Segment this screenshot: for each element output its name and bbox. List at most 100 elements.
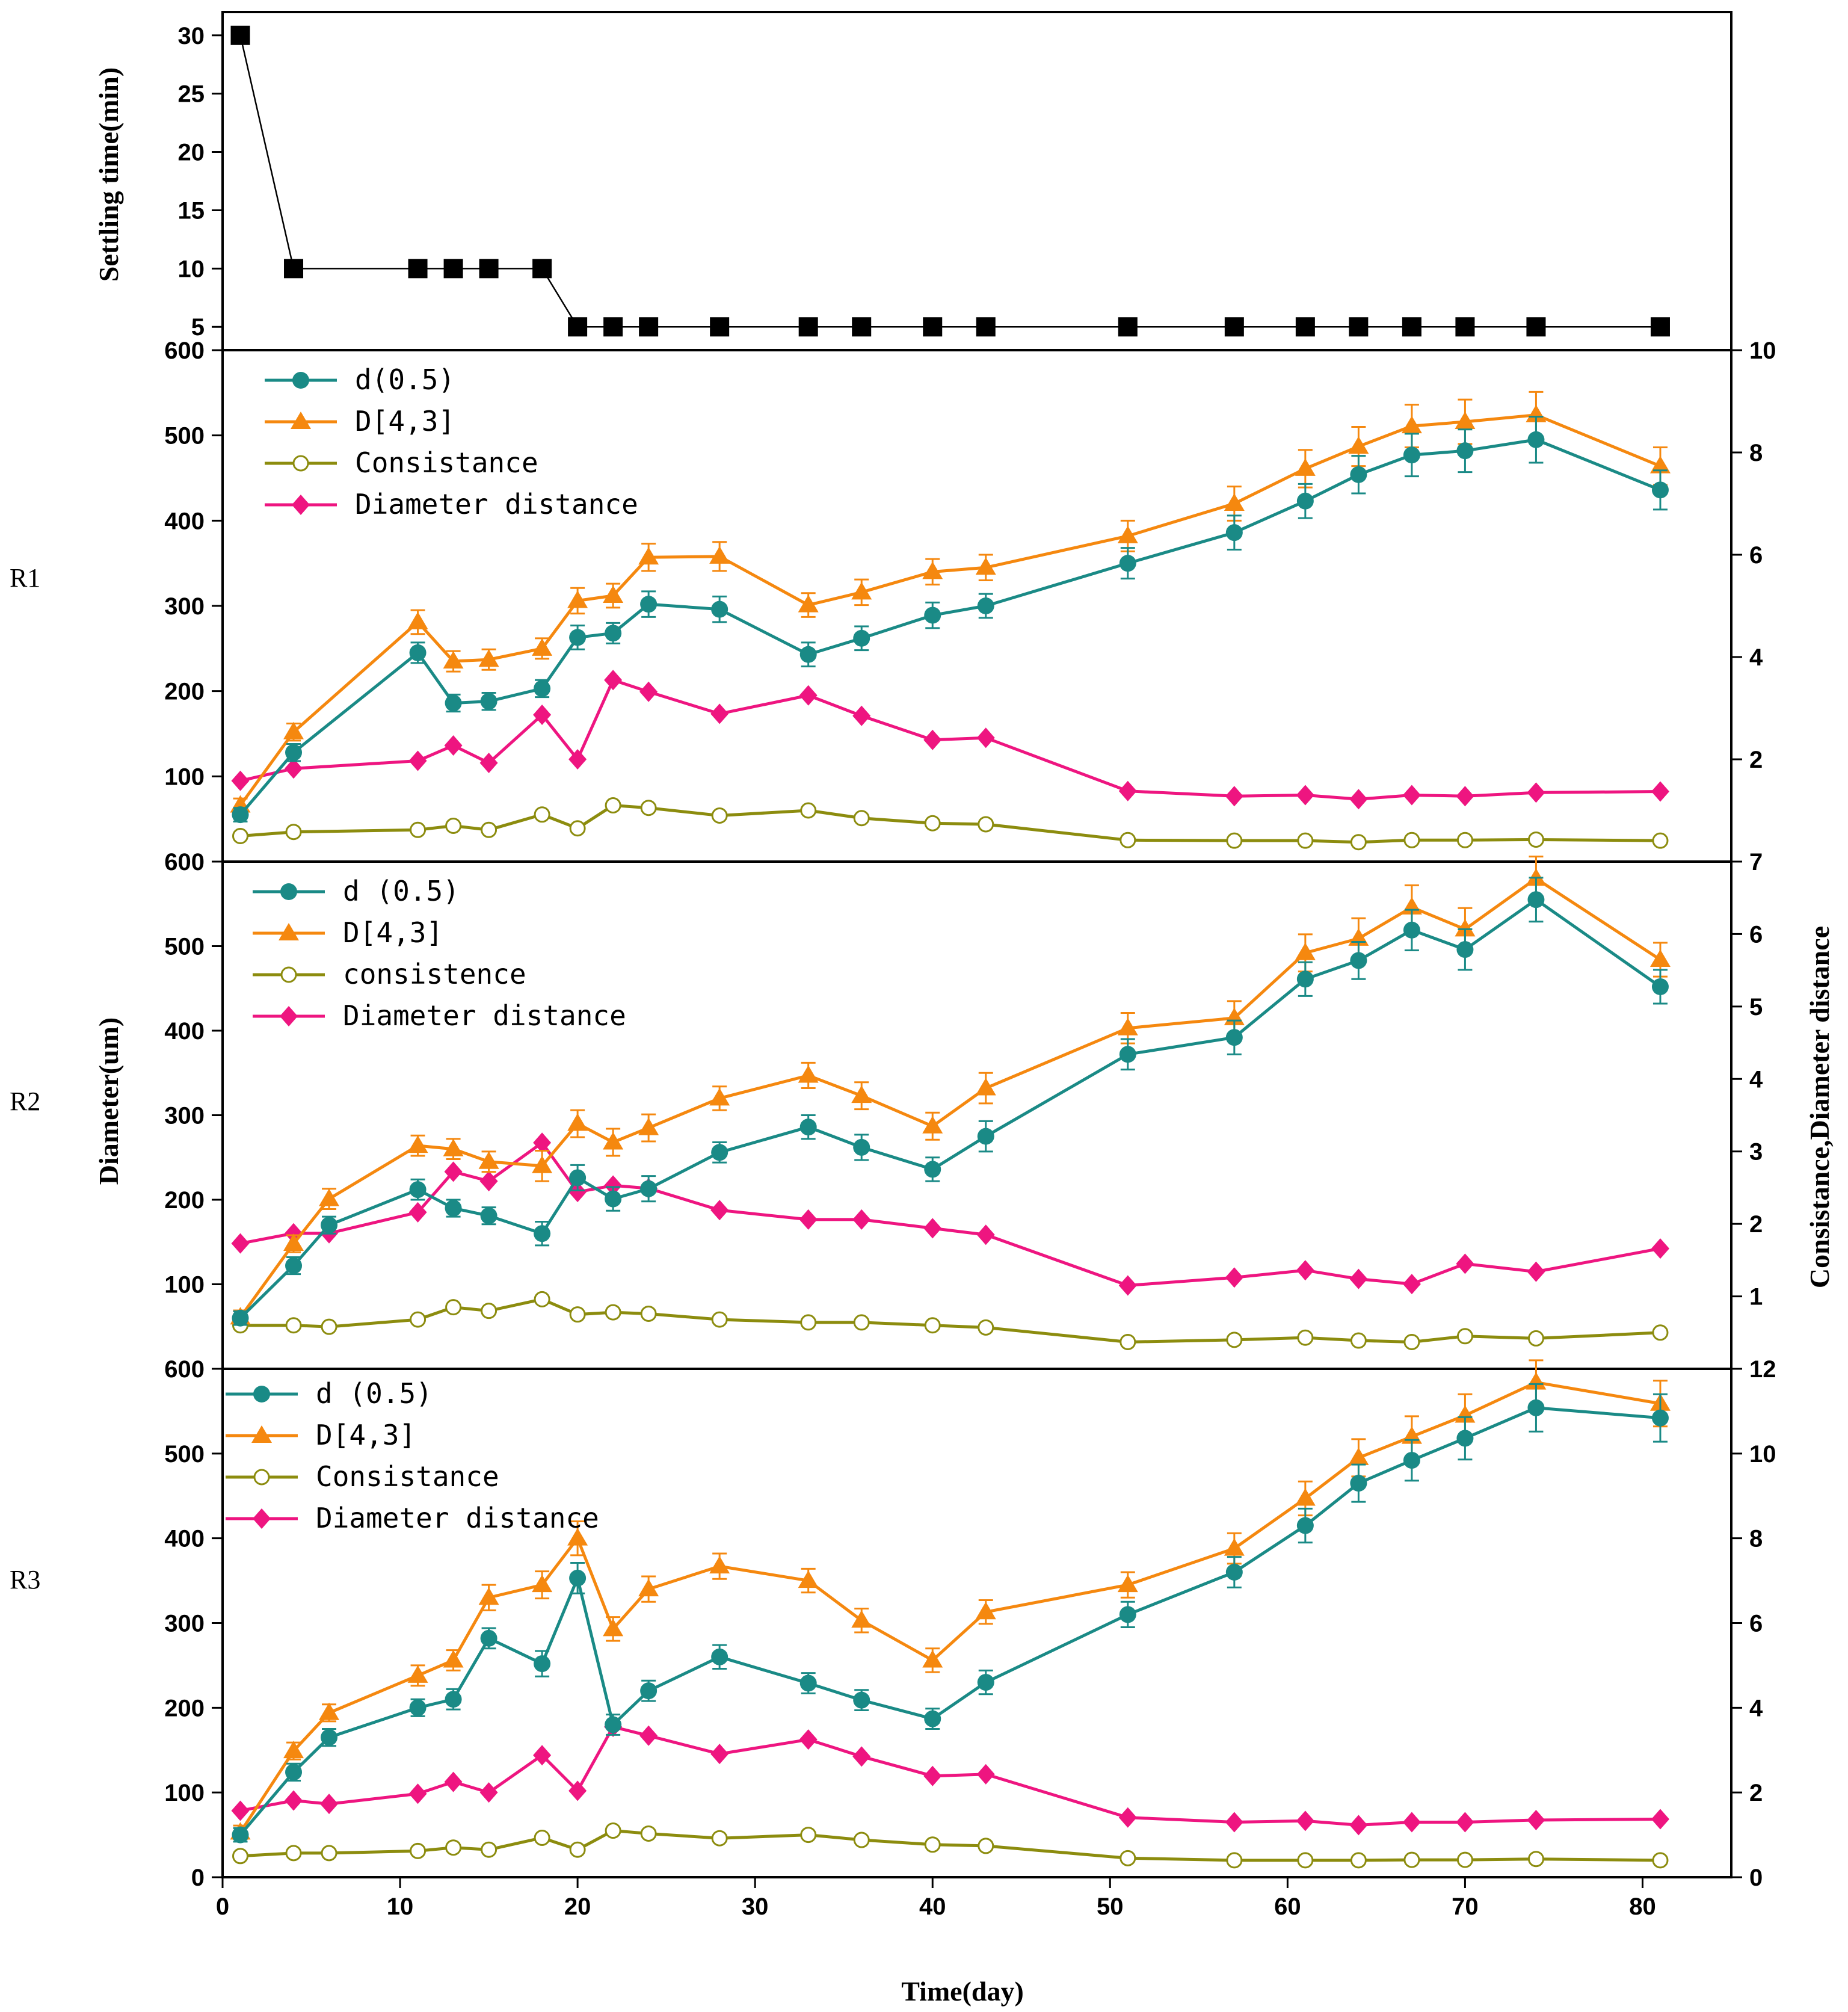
- data-point: [1225, 786, 1243, 807]
- settling-tick-label: 25: [178, 81, 205, 108]
- data-point: [711, 1648, 728, 1665]
- data-point: [711, 807, 728, 824]
- data-point: [1296, 785, 1314, 806]
- legend-swatch-marker: [280, 883, 297, 900]
- data-point: [975, 1602, 996, 1620]
- data-point: [232, 1848, 249, 1865]
- data-point: [1455, 1405, 1476, 1423]
- data-point: [1225, 1029, 1243, 1046]
- data-point: [605, 625, 622, 642]
- legend-swatch-marker: [280, 1006, 298, 1026]
- data-point: [977, 1674, 994, 1691]
- data-point: [410, 821, 427, 838]
- data-point: [851, 1085, 872, 1103]
- series-d-0-5-: [232, 877, 1669, 1327]
- data-point: [798, 1065, 819, 1083]
- axis-text: Settling time(min) Diameter(um) Consista…: [10, 67, 1835, 2007]
- right-tick-label: 8: [1749, 440, 1763, 466]
- legend-label: Consistance: [316, 1460, 499, 1493]
- series-consistence: [232, 1291, 1669, 1350]
- data-point: [568, 749, 587, 770]
- legend-swatch-marker: [291, 412, 311, 429]
- left-tick-label: 600: [164, 1356, 205, 1383]
- data-point: [231, 1800, 250, 1821]
- data-point: [321, 1729, 338, 1746]
- left-tick-label: 400: [164, 1018, 205, 1045]
- settling-tick-label: 10: [178, 256, 205, 282]
- data-point: [605, 1822, 621, 1839]
- settling-point: [230, 25, 250, 45]
- data-point: [409, 1699, 427, 1717]
- x-axis-title: Time(day): [901, 1976, 1024, 2007]
- data-point: [320, 1794, 339, 1815]
- data-point: [407, 1665, 428, 1683]
- settling-point: [1224, 317, 1244, 337]
- x-tick-label: 0: [216, 1893, 229, 1920]
- data-point: [567, 590, 588, 608]
- data-point: [569, 820, 586, 837]
- data-point: [1350, 466, 1367, 483]
- plot-legends: d(0.5) D[4,3] Consistance Diameter distance…: [226, 363, 638, 1534]
- settling-point: [443, 259, 463, 279]
- data-point: [1456, 941, 1474, 958]
- series-line: [239, 438, 1661, 816]
- x-tick-label: 80: [1629, 1893, 1656, 1920]
- data-point: [409, 1181, 427, 1199]
- settling-point: [1118, 317, 1138, 337]
- data-point: [800, 1314, 817, 1331]
- right-tick-label: 3: [1749, 1139, 1763, 1165]
- data-point: [407, 1135, 428, 1153]
- series-diameter-distance: [231, 1717, 1669, 1836]
- data-point: [1349, 789, 1368, 810]
- data-point: [1456, 1812, 1474, 1833]
- data-point: [1350, 1852, 1367, 1869]
- data-point: [1224, 493, 1245, 511]
- legend-label: d (0.5): [316, 1377, 433, 1410]
- data-point: [976, 727, 995, 748]
- data-point: [1456, 1851, 1473, 1868]
- series-consistance: [232, 797, 1669, 851]
- settling-tick-label: 20: [178, 140, 205, 166]
- legend-swatch-marker: [253, 1469, 270, 1486]
- data-point: [1403, 832, 1420, 848]
- data-point: [978, 1319, 994, 1336]
- data-point: [1296, 1810, 1314, 1831]
- right-axis-title: Consistance,Diameter distance: [1804, 926, 1835, 1288]
- data-point: [478, 1587, 499, 1605]
- data-point: [800, 1827, 817, 1844]
- plot-series: [230, 25, 1671, 1869]
- data-point: [975, 1078, 996, 1096]
- data-point: [1649, 455, 1671, 474]
- data-point: [1403, 921, 1420, 939]
- data-point: [478, 649, 499, 667]
- settling-point: [639, 317, 659, 337]
- legend-label: Diameter distance: [343, 999, 626, 1032]
- data-point: [1527, 431, 1545, 448]
- left-tick-label: 200: [164, 679, 205, 705]
- data-point: [407, 611, 428, 629]
- settling-tick-label: 5: [191, 314, 205, 341]
- settling-point: [1455, 317, 1475, 337]
- data-point: [1117, 1575, 1138, 1593]
- series-d-4-3-: [230, 390, 1671, 813]
- left-tick-label: 300: [164, 1103, 205, 1129]
- settling-point: [568, 317, 588, 337]
- data-point: [480, 1629, 497, 1647]
- data-point: [1119, 555, 1136, 572]
- data-point: [283, 721, 304, 739]
- data-point: [709, 1556, 730, 1574]
- data-point: [1117, 1017, 1138, 1035]
- data-point: [1295, 942, 1316, 960]
- data-point: [640, 1305, 657, 1322]
- data-point: [1349, 1268, 1368, 1289]
- data-point: [1225, 1267, 1243, 1288]
- settling-point: [479, 259, 499, 279]
- data-point: [852, 705, 871, 726]
- data-point: [639, 681, 658, 702]
- data-point: [1350, 834, 1367, 851]
- data-point: [533, 705, 552, 726]
- left-tick-label: 500: [164, 1441, 205, 1467]
- data-point: [1651, 1409, 1669, 1427]
- data-point: [319, 1188, 340, 1206]
